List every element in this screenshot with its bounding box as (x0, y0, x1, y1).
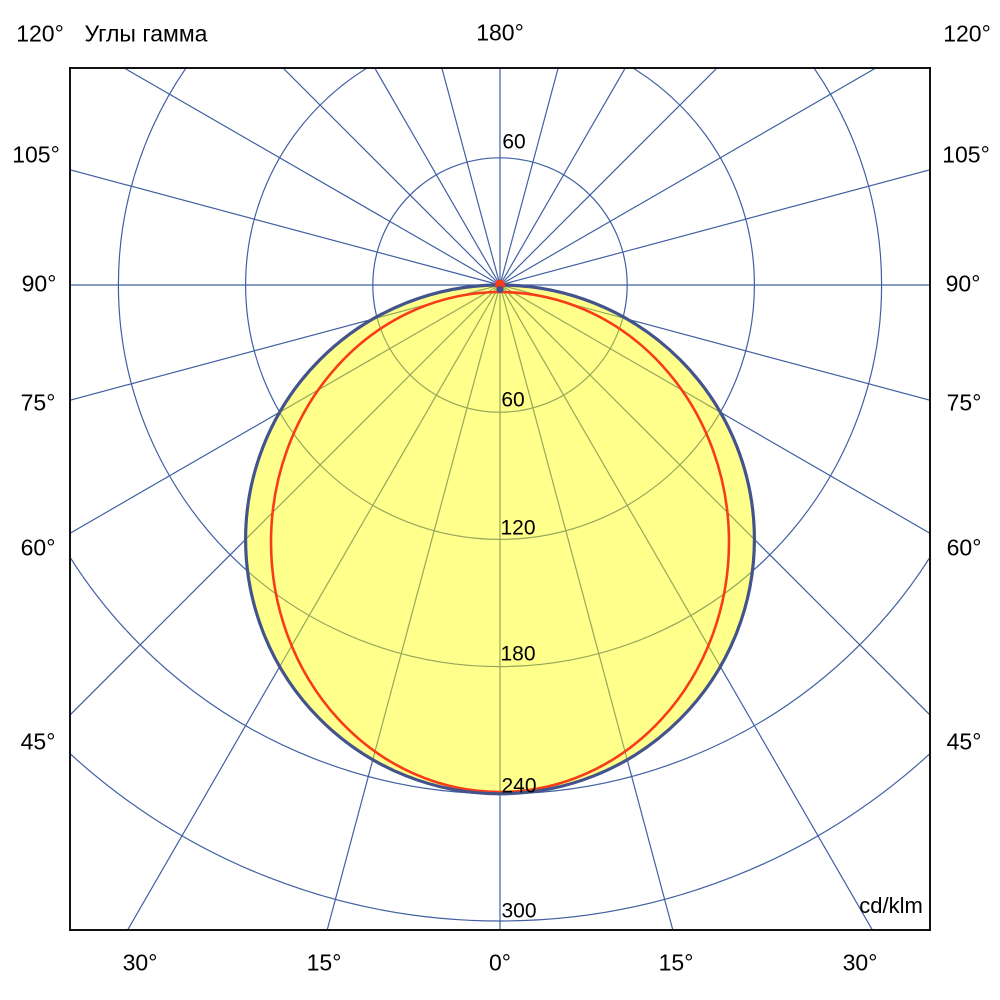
gamma-label-right-75: 75° (946, 389, 982, 416)
gamma-label-bottom-15-right: 15° (658, 949, 694, 976)
gamma-label-right-105: 105° (942, 141, 990, 168)
gamma-label-left-75: 75° (20, 389, 56, 416)
gamma-label-bottom-30-left: 30° (122, 949, 158, 976)
radial-tick-300: 300 (501, 899, 537, 923)
curve-origin-knot (495, 279, 505, 293)
chart-title: Углы гамма (84, 20, 208, 47)
ldc-yellow-fill (245, 285, 755, 794)
gamma-label-bottom-30-right: 30° (842, 949, 878, 976)
gamma-label-left-45: 45° (20, 728, 56, 755)
radial-tick-120: 120 (500, 516, 536, 540)
gamma-label-top-right-120: 120° (943, 20, 991, 47)
gamma-label-left-105: 105° (12, 141, 60, 168)
gamma-label-bottom-0: 0° (489, 949, 511, 976)
radial-tick-240: 240 (501, 774, 537, 798)
radial-tick-60-up: 60 (502, 130, 526, 154)
gamma-label-right-60: 60° (946, 534, 982, 561)
gamma-label-bottom-15-left: 15° (306, 949, 342, 976)
gamma-label-left-60: 60° (20, 534, 56, 561)
plot-border-box (69, 67, 931, 931)
gamma-label-right-45: 45° (946, 728, 982, 755)
unit-label-cd-klm: cd/klm (859, 893, 923, 918)
radial-tick-60: 60 (501, 388, 525, 412)
gamma-label-right-90: 90° (945, 270, 981, 297)
gamma-label-top-180: 180° (476, 19, 524, 46)
radial-tick-180: 180 (500, 642, 536, 666)
gamma-label-top-left-120: 120° (16, 20, 64, 47)
gamma-label-left-90: 90° (21, 270, 57, 297)
